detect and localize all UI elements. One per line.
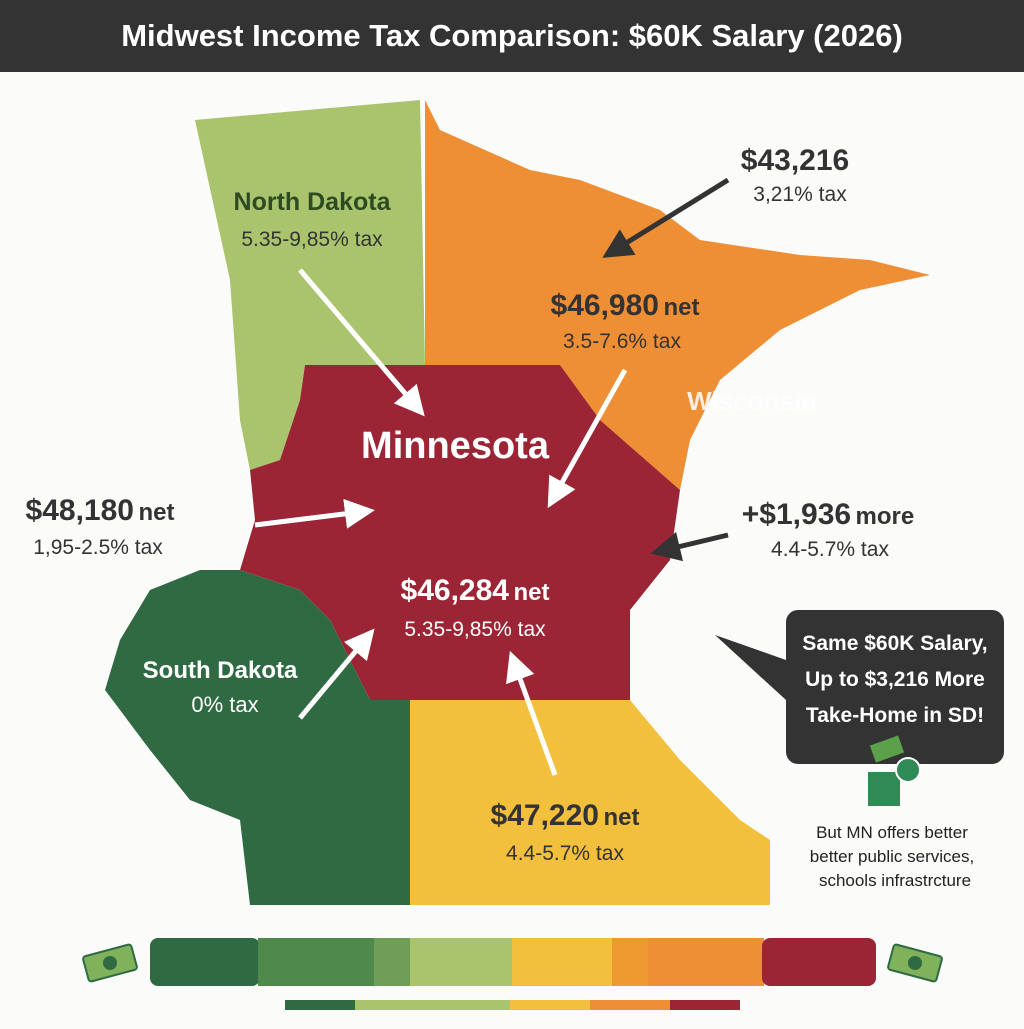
region-label: Minnesota: [361, 425, 550, 467]
callout-suffix: net: [138, 499, 174, 526]
callout: +$1,936 more: [742, 498, 914, 531]
money-icons: [82, 943, 943, 983]
region-note: 0% tax: [191, 692, 258, 717]
footnote-line: better public services,: [810, 847, 974, 866]
callout-amount: $43,216: [741, 144, 849, 177]
color-scale: [150, 938, 876, 1010]
region-label: South Dakota: [143, 657, 298, 684]
callout: $48,180 net: [26, 494, 175, 527]
arrows: [254, 268, 628, 776]
callout-note: 3,21% tax: [753, 183, 847, 206]
callout-note: 5.35-9,85% tax: [404, 618, 546, 641]
speech-bubble: [715, 610, 1004, 764]
footnote-line: But MN offers better: [816, 823, 968, 842]
iowa-shape: [410, 700, 770, 905]
footnote-line: schools infrastrcture: [819, 871, 971, 890]
callout-note: 1,95-2.5% tax: [33, 536, 163, 559]
callout-note: 4.4-5.7% tax: [506, 842, 624, 865]
title-bar: [0, 0, 1024, 72]
footnote: But MN offers better better public servi…: [810, 823, 974, 890]
callout: $46,980 net: [551, 289, 700, 322]
callout: $47,220 net: [491, 799, 640, 832]
bubble-line: Same $60K Salary,: [802, 632, 987, 655]
callout-amount: +$1,936: [742, 498, 851, 531]
callout-suffix: net: [603, 804, 639, 831]
south-dakota-shape: [105, 570, 410, 905]
minnesota-shape: [240, 365, 680, 700]
callout-amount: $46,980: [551, 289, 659, 322]
dark-arrows: [602, 177, 730, 562]
callout-note: 3.5-7.6% tax: [563, 330, 681, 353]
wisconsin-shape: [425, 100, 930, 490]
callout: $46,284 net: [401, 574, 550, 607]
bubble-line: Take-Home in SD!: [806, 704, 984, 727]
bubble-text: Same $60K Salary, Up to $3,216 More Take…: [802, 632, 987, 727]
callout-amount: $46,284: [401, 574, 510, 607]
region-note: 5.35-9,85% tax: [241, 228, 383, 251]
region-label: Wisconsin: [687, 386, 817, 416]
callout-amount: $47,220: [491, 799, 599, 832]
region-label: North Dakota: [234, 188, 392, 216]
building-icon: [868, 735, 921, 806]
title: Midwest Income Tax Comparison: $60K Sala…: [121, 18, 903, 53]
callout-suffix: more: [856, 503, 915, 530]
callout-amount: $48,180: [26, 494, 134, 527]
callout-suffix: net: [513, 579, 549, 606]
callout-suffix: net: [663, 294, 699, 321]
callout-note: 4.4-5.7% tax: [771, 538, 889, 561]
bubble-line: Up to $3,216 More: [805, 668, 985, 691]
